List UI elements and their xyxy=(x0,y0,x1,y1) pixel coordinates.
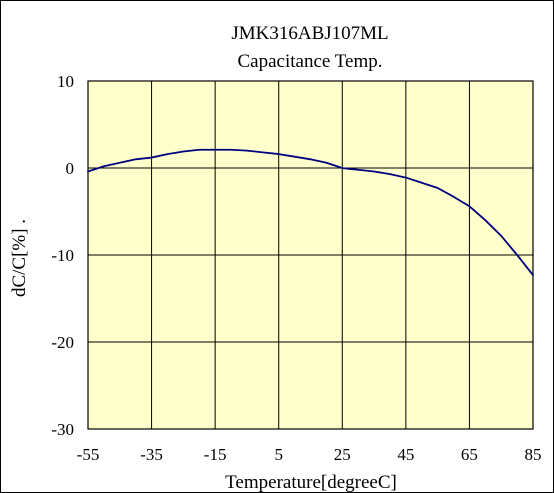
x-tick-label: 25 xyxy=(334,445,351,464)
chart-title: JMK316ABJ107ML xyxy=(231,23,388,44)
y-tick-label: -10 xyxy=(51,246,74,265)
chart-subtitle: Capacitance Temp. xyxy=(238,51,383,72)
x-tick-label: -55 xyxy=(77,445,100,464)
x-tick-label: -15 xyxy=(204,445,227,464)
x-axis-label: Temperature[degreeC] xyxy=(225,472,397,492)
x-tick-label: 65 xyxy=(461,445,478,464)
x-tick-label: 5 xyxy=(274,445,283,464)
grid-lines xyxy=(87,80,534,430)
x-tick-label: -35 xyxy=(140,445,163,464)
data-series xyxy=(87,148,534,276)
capacitance-change-line xyxy=(87,148,534,276)
y-tick-label: 0 xyxy=(66,159,75,178)
y-tick-label: 10 xyxy=(57,72,74,91)
y-tick-label: -20 xyxy=(51,333,74,352)
y-axis-label: dC/C[%] . xyxy=(9,219,30,297)
x-tick-label: 45 xyxy=(397,445,414,464)
y-tick-label: -30 xyxy=(51,420,74,439)
x-tick-label: 85 xyxy=(525,445,542,464)
tick-labels: -55 -35 -15 5 25 45 65 85 10 0 -10 -20 -30 xyxy=(51,72,541,464)
